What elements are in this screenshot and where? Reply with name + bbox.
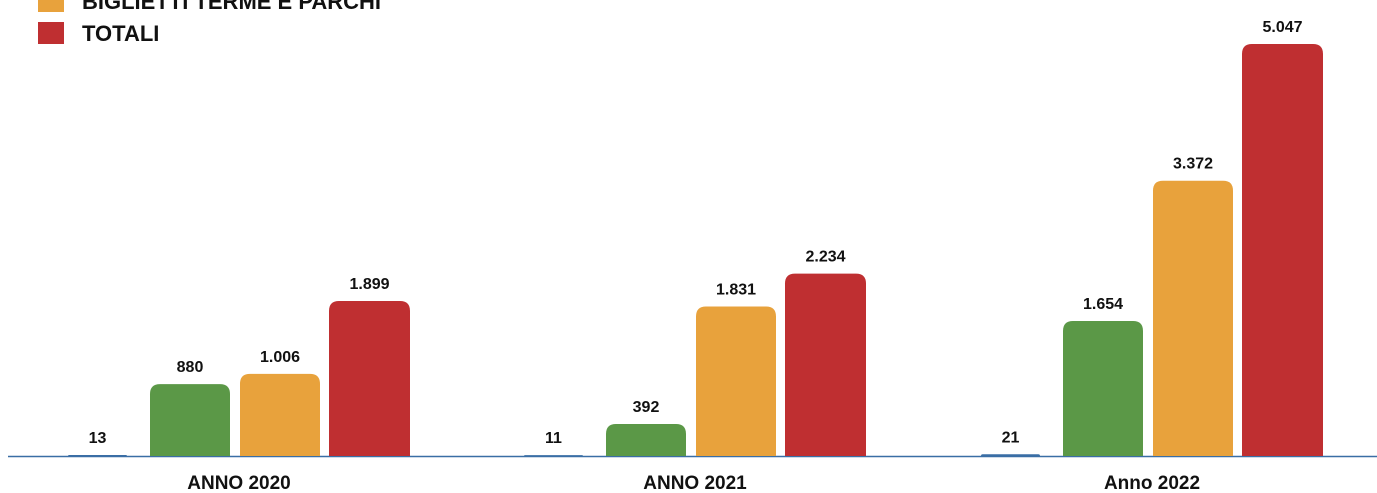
legend-label: BIGLIETTI TERME E PARCHI (82, 0, 381, 14)
legend-label: TOTALI (82, 21, 159, 46)
data-label: 1.899 (349, 276, 389, 293)
data-label: 21 (1002, 429, 1020, 446)
bar (606, 424, 686, 456)
data-label: 392 (633, 399, 660, 416)
bar (240, 373, 320, 456)
bar (524, 455, 583, 456)
bar (1153, 180, 1233, 457)
bar (785, 273, 866, 456)
x-tick-label: ANNO 2020 (187, 473, 291, 493)
bar (1242, 44, 1323, 456)
bar (1063, 320, 1143, 456)
data-label: 1.831 (716, 282, 756, 299)
data-label: 2.234 (805, 249, 845, 266)
data-label: 11 (545, 430, 562, 447)
bar (981, 454, 1040, 456)
data-label: 5.047 (1262, 19, 1302, 36)
data-label: 880 (177, 359, 204, 376)
data-label: 1.654 (1083, 296, 1123, 313)
data-label: 13 (89, 430, 107, 447)
data-label: 3.372 (1173, 156, 1213, 173)
bar (150, 384, 230, 456)
x-tick-label: ANNO 2021 (643, 473, 747, 493)
legend-swatch (38, 0, 64, 12)
legend-swatch (38, 22, 64, 44)
x-tick-label: Anno 2022 (1104, 473, 1200, 493)
bar (329, 300, 410, 456)
data-label: 1.006 (260, 349, 300, 366)
bar (68, 454, 127, 456)
bar (696, 306, 776, 456)
